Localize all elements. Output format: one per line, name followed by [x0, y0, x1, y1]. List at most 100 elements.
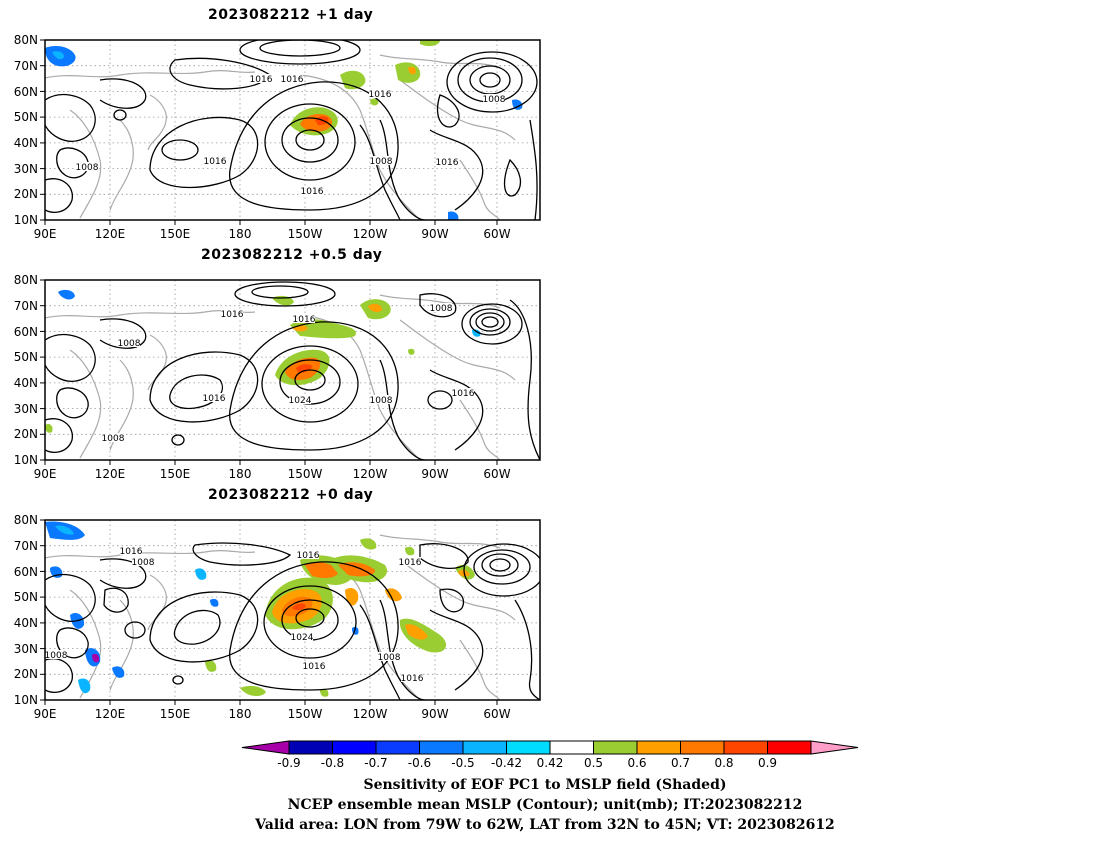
colorbar-tick-label: -0.9 — [277, 756, 300, 770]
lon-label: 60W — [483, 227, 510, 241]
lat-label: 20N — [14, 667, 38, 681]
colorbar-swatch — [506, 740, 551, 755]
contour-label: 1016 — [369, 90, 392, 100]
lon-label: 120W — [353, 707, 388, 721]
colorbar-tick-label: -0.42 — [491, 756, 522, 770]
y-axis-labels: 80N 70N 60N 50N 40N 30N 20N 10N — [14, 33, 38, 227]
colorbar-low-extension — [241, 740, 290, 755]
contour-label: 1008 — [370, 396, 393, 406]
contour-label: 1008 — [378, 653, 401, 663]
mslp-contours — [45, 40, 538, 220]
panel-1-title: 2023082212 +1 day — [208, 7, 374, 23]
contour-label: 1016 — [250, 75, 273, 85]
caption-line-1: Sensitivity of EOF PC1 to MSLP field (Sh… — [363, 777, 727, 793]
x-axis-labels: 90E 120E 150E 180 150W 120W 90W 60W — [34, 467, 511, 481]
contour-label: 1016 — [204, 157, 227, 167]
panel-2-title: 2023082212 +0.5 day — [201, 247, 383, 263]
lon-label: 150E — [160, 707, 191, 721]
lon-label: 60W — [483, 467, 510, 481]
colorbar-swatch — [636, 740, 681, 755]
lat-label: 20N — [14, 427, 38, 441]
contour-label: 1016 — [436, 158, 459, 168]
lon-label: 120E — [95, 707, 126, 721]
lon-label: 60W — [483, 707, 510, 721]
contour-label: 1024 — [291, 633, 314, 643]
colorbar-swatch — [680, 740, 725, 755]
lat-label: 80N — [14, 273, 38, 287]
contour-label: 1016 — [452, 389, 475, 399]
lat-label: 30N — [14, 402, 38, 416]
lat-label: 30N — [14, 642, 38, 656]
caption-line-3: Valid area: LON from 79W to 62W, LAT fro… — [255, 817, 835, 833]
lon-label: 120E — [95, 227, 126, 241]
lat-label: 50N — [14, 590, 38, 604]
contour-label: 1008 — [483, 95, 506, 105]
contour-label: 1016 — [301, 187, 324, 197]
colorbar-tick-label: -0.5 — [451, 756, 474, 770]
mslp-contours — [45, 542, 540, 700]
colorbar-tick-label: -0.7 — [364, 756, 387, 770]
lat-label: 60N — [14, 85, 38, 99]
lat-label: 50N — [14, 110, 38, 124]
contour-labels: 1016 1016 1008 1008 1016 1024 1008 1016 … — [102, 303, 475, 444]
colorbar-high-extension — [810, 740, 859, 755]
colorbar-swatch — [332, 740, 377, 755]
lat-label: 70N — [14, 299, 38, 313]
contour-label: 1016 — [303, 662, 326, 672]
contour-label: 1008 — [370, 157, 393, 167]
contour-label: 1008 — [76, 163, 99, 173]
lat-label: 40N — [14, 376, 38, 390]
colorbar-tick-label: 0.42 — [537, 756, 564, 770]
colorbar-tick-label: -0.8 — [321, 756, 344, 770]
contour-label: 1016 — [221, 310, 244, 320]
colorbar-swatch — [593, 740, 638, 755]
coastlines — [45, 54, 516, 220]
lat-label: 10N — [14, 213, 38, 227]
lat-label: 40N — [14, 136, 38, 150]
contour-labels: 1016 1016 1016 1008 1016 1008 1016 1008 … — [76, 74, 506, 197]
map-panel-2: 1016 1016 1008 1008 1016 1024 1008 1016 … — [14, 273, 541, 481]
panel-3-title: 2023082212 +0 day — [208, 487, 374, 503]
map-panel-1: 1016 1016 1016 1008 1016 1008 1016 1008 … — [14, 33, 541, 241]
contour-label: 1008 — [102, 434, 125, 444]
lat-label: 10N — [14, 693, 38, 707]
contour-label: 1016 — [401, 674, 424, 684]
y-axis-labels: 80N 70N 60N 50N 40N 30N 20N 10N — [14, 513, 38, 707]
colorbar-swatch — [767, 740, 812, 755]
lon-label: 90W — [421, 227, 448, 241]
lon-label: 90W — [421, 467, 448, 481]
colorbar-tick-label: 0.7 — [671, 756, 690, 770]
colorbar-swatch — [375, 740, 420, 755]
x-axis-labels: 90E 120E 150E 180 150W 120W 90W 60W — [34, 707, 511, 721]
lon-label: 120W — [353, 227, 388, 241]
lat-label: 70N — [14, 539, 38, 553]
colorbar-swatch — [723, 740, 768, 755]
contour-label: 1016 — [297, 551, 320, 561]
contour-label: 1016 — [293, 315, 316, 325]
colorbar-swatch — [288, 740, 333, 755]
contour-label: 1024 — [289, 396, 312, 406]
y-axis-labels: 80N 70N 60N 50N 40N 30N 20N 10N — [14, 273, 38, 467]
colorbar-tick-label: 0.8 — [714, 756, 733, 770]
lat-label: 60N — [14, 565, 38, 579]
caption-line-2: NCEP ensemble mean MSLP (Contour); unit(… — [287, 797, 803, 813]
contour-label: 1016 — [281, 75, 304, 85]
lat-label: 60N — [14, 325, 38, 339]
lat-label: 30N — [14, 162, 38, 176]
colorbar-tick-label: 0.9 — [758, 756, 777, 770]
contour-label: 1008 — [118, 339, 141, 349]
lon-label: 90E — [34, 227, 57, 241]
lon-label: 150W — [288, 227, 323, 241]
lon-label: 120E — [95, 467, 126, 481]
contour-label: 1008 — [132, 558, 155, 568]
mslp-contours — [45, 281, 540, 460]
colorbar-swatch — [419, 740, 464, 755]
colorbar-tick-label: 0.5 — [584, 756, 603, 770]
lat-label: 10N — [14, 453, 38, 467]
lon-label: 90E — [34, 707, 57, 721]
lon-label: 150E — [160, 227, 191, 241]
lat-label: 80N — [14, 513, 38, 527]
contour-label: 1016 — [203, 394, 226, 404]
lon-label: 180 — [229, 707, 252, 721]
